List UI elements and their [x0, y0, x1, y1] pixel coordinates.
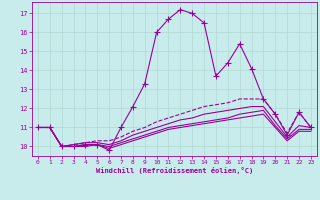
X-axis label: Windchill (Refroidissement éolien,°C): Windchill (Refroidissement éolien,°C) [96, 167, 253, 174]
